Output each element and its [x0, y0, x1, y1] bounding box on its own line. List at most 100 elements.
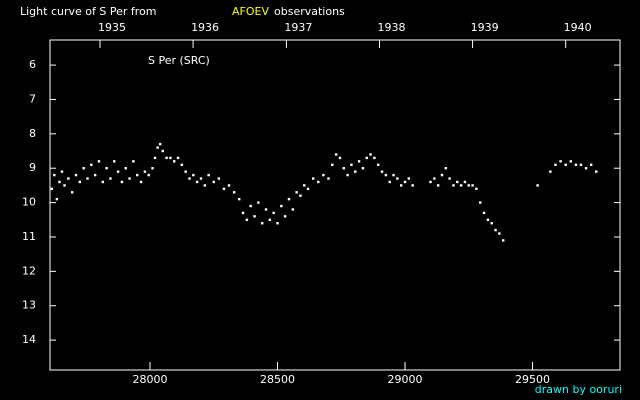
data-point — [342, 167, 345, 170]
data-point — [490, 222, 493, 225]
data-point — [396, 177, 399, 180]
data-point — [501, 239, 505, 242]
data-point — [411, 184, 414, 187]
data-point — [268, 218, 272, 221]
data-point — [303, 184, 306, 187]
data-point — [429, 180, 432, 184]
data-point — [272, 211, 275, 215]
x2-tick-label: 1940 — [564, 21, 592, 34]
data-point — [143, 170, 147, 173]
data-point — [384, 173, 388, 177]
data-point — [463, 180, 467, 184]
data-point — [494, 228, 497, 232]
data-point — [173, 160, 176, 163]
plot-frame — [49, 39, 621, 371]
data-point — [317, 180, 320, 184]
y-tick-label: 12 — [22, 264, 36, 277]
data-point — [156, 146, 159, 149]
data-point — [195, 180, 199, 184]
data-point — [456, 180, 459, 184]
data-point — [180, 163, 184, 166]
data-point — [365, 156, 368, 160]
data-point — [559, 160, 562, 163]
annotation: S Per (SRC) — [148, 54, 210, 67]
data-point — [82, 167, 85, 170]
data-point — [306, 187, 310, 191]
data-point — [549, 170, 552, 173]
data-point — [241, 211, 245, 215]
data-point — [264, 208, 268, 211]
data-point — [331, 163, 334, 166]
data-point — [377, 163, 380, 166]
data-point — [63, 184, 66, 187]
data-point — [569, 160, 572, 163]
data-point — [169, 156, 172, 160]
data-point — [403, 180, 407, 184]
data-point — [136, 173, 139, 177]
data-point — [151, 167, 154, 170]
data-point — [373, 156, 376, 160]
data-point — [357, 160, 361, 163]
data-point — [579, 163, 583, 166]
data-point — [291, 208, 294, 211]
data-point — [452, 184, 455, 187]
data-point — [199, 177, 203, 180]
data-point — [327, 177, 330, 180]
data-point — [93, 173, 97, 177]
data-point — [475, 187, 478, 191]
data-point — [120, 180, 124, 184]
x2-tick-label: 1936 — [191, 21, 219, 34]
x-tick-label: 28000 — [132, 373, 167, 386]
title-highlight: AFOEV — [232, 5, 269, 18]
y-tick-label: 6 — [29, 58, 36, 71]
data-point — [116, 170, 120, 173]
data-point — [295, 191, 298, 194]
y-tick-label: 9 — [29, 161, 36, 174]
data-point — [153, 156, 157, 160]
data-point — [589, 163, 593, 166]
data-point — [444, 167, 448, 170]
data-point — [158, 142, 162, 146]
data-point — [471, 184, 474, 187]
data-point — [222, 187, 226, 191]
data-point — [124, 167, 127, 170]
data-point — [350, 163, 353, 166]
data-point — [459, 184, 463, 187]
data-point — [440, 173, 444, 177]
credit: drawn by ooruri — [535, 383, 622, 396]
data-point — [554, 163, 557, 166]
data-point — [113, 160, 116, 163]
data-point — [50, 187, 53, 191]
data-point — [58, 180, 61, 184]
data-point — [311, 177, 315, 180]
x2-tick-label: 1937 — [284, 21, 312, 34]
y-tick-label: 8 — [29, 127, 36, 140]
data-point — [482, 211, 486, 215]
data-point — [283, 215, 287, 218]
data-point — [467, 184, 470, 187]
data-point — [165, 156, 168, 160]
data-point — [227, 184, 231, 187]
data-point — [338, 156, 342, 160]
data-point — [86, 177, 89, 180]
data-point — [97, 160, 101, 163]
data-point — [276, 222, 279, 225]
y-tick-label: 7 — [29, 92, 36, 105]
data-point — [245, 218, 249, 221]
data-point — [361, 167, 365, 170]
data-point — [249, 204, 252, 208]
data-point — [257, 201, 260, 204]
title-suffix: observations — [274, 5, 345, 18]
data-point — [67, 177, 70, 180]
data-point — [392, 173, 395, 177]
data-point — [78, 180, 82, 184]
data-point — [334, 153, 338, 156]
data-point — [55, 197, 59, 201]
data-point — [322, 173, 325, 177]
data-point — [105, 167, 108, 170]
data-point — [217, 177, 221, 180]
data-point — [128, 177, 131, 180]
data-point — [369, 153, 372, 156]
y-tick-label: 13 — [22, 299, 36, 312]
